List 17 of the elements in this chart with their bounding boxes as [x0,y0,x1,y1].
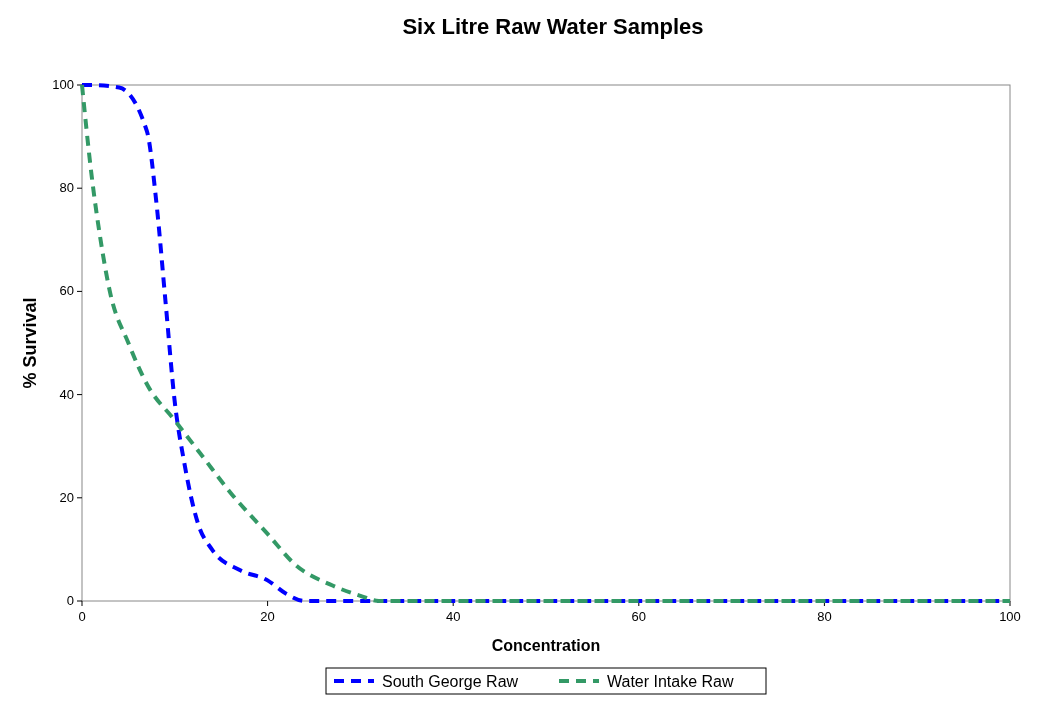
x-tick-label: 80 [817,609,832,624]
y-tick-label: 40 [59,386,74,402]
legend-label: Water Intake Raw [607,673,735,690]
y-tick-label: 100 [52,77,74,92]
y-tick-label: 80 [59,180,74,196]
legend-label: South George Raw [382,673,519,690]
y-axis-title: % Survival [20,297,40,389]
x-tick-label: 100 [999,609,1021,624]
y-tick-label: 0 [66,593,74,608]
x-axis-title: Concentration [491,637,601,654]
chart-title: Six Litre Raw Water Samples [402,14,704,39]
x-tick-label: 60 [631,609,647,624]
x-tick-label: 20 [260,609,275,624]
x-tick-label: 0 [78,609,86,624]
x-tick-label: 40 [445,609,461,624]
y-tick-label: 60 [59,283,74,299]
y-tick-label: 20 [59,489,74,505]
